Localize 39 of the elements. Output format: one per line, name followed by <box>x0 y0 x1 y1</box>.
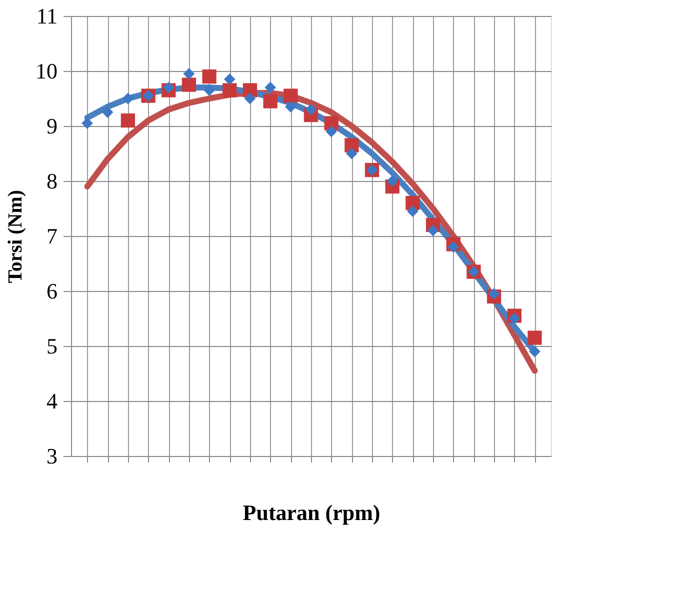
point <box>224 74 236 85</box>
point <box>222 83 237 98</box>
point <box>183 68 195 80</box>
point <box>406 196 420 210</box>
point <box>263 94 278 108</box>
point <box>284 101 296 112</box>
x-axis-title: Putaran (rpm) <box>242 500 380 525</box>
point <box>346 148 358 160</box>
point <box>82 118 93 129</box>
point <box>202 69 216 84</box>
y-tick-label: 9 <box>46 114 58 138</box>
point <box>488 288 500 300</box>
y-tick-label: 5 <box>46 334 58 358</box>
point <box>406 206 418 217</box>
point <box>529 346 540 358</box>
y-axis-title: Torsi (Nm) <box>4 190 26 284</box>
point <box>162 82 174 94</box>
point <box>102 106 114 118</box>
point <box>122 92 134 104</box>
point <box>448 241 460 253</box>
y-tick-label: 8 <box>46 168 58 194</box>
point <box>427 224 439 236</box>
point <box>528 330 542 345</box>
point <box>244 92 256 104</box>
y-tick-label: 6 <box>46 278 58 304</box>
point <box>305 104 317 116</box>
y-tick-label: 4 <box>46 388 58 414</box>
point <box>182 78 196 92</box>
y-tick-label: 11 <box>36 4 58 28</box>
point <box>386 175 398 187</box>
point <box>326 126 338 138</box>
y-tick-label: 10 <box>36 58 58 84</box>
point <box>204 84 216 96</box>
point <box>508 312 520 324</box>
y-tick-label: 7 <box>46 224 58 248</box>
point <box>264 82 276 94</box>
y-tick-label: 3 <box>46 444 58 468</box>
point <box>120 113 136 128</box>
point <box>284 88 298 103</box>
